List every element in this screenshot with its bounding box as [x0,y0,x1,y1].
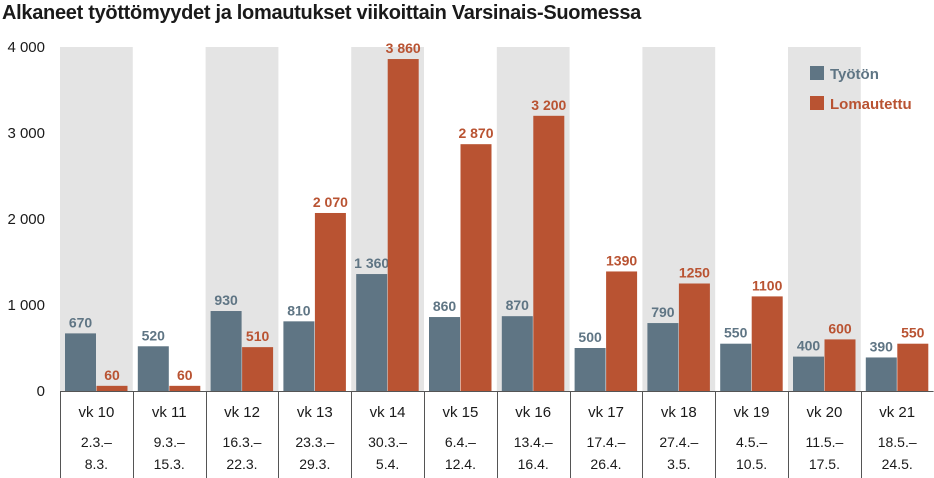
date-range-end: 12.4. [445,456,476,472]
bar-lomautettu [96,385,128,391]
date-range-end: 3.5. [667,456,690,472]
category-label: vk 13 [297,404,333,421]
date-range-start: 18.5.– [878,434,917,450]
bar-lomautettu [460,144,492,391]
value-label-lomautettu: 2 870 [458,125,493,141]
y-tick-label: 0 [37,383,45,400]
value-label-tyoton: 390 [870,338,894,354]
bar-lomautettu [897,343,929,391]
category-label: vk 19 [734,404,770,421]
bar-tyoton [210,311,242,391]
bar-lomautettu [824,339,856,391]
bar-tyoton [793,356,824,391]
value-label-lomautettu: 60 [177,367,193,383]
date-range-start: 6.4.– [445,434,476,450]
value-label-lomautettu: 1250 [679,265,710,281]
date-range-start: 23.3.– [295,434,334,450]
date-range-start: 9.3.– [154,434,185,450]
category-label: vk 21 [879,404,915,421]
legend-swatch [810,66,824,80]
bar-lomautettu [606,271,638,391]
value-label-tyoton: 500 [578,329,602,345]
bar-tyoton [865,357,897,391]
value-label-tyoton: 670 [69,314,93,330]
date-range-start: 17.4.– [587,434,626,450]
value-label-lomautettu: 1100 [752,277,783,293]
date-range-start: 4.5.– [736,434,767,450]
category-label: vk 11 [152,404,187,421]
category-label: vk 10 [78,404,114,421]
bar-lomautettu [387,59,419,391]
bar-tyoton [65,333,96,391]
date-range-start: 2.3.– [81,434,112,450]
date-range-end: 16.4. [518,456,549,472]
value-label-lomautettu: 60 [104,367,120,383]
y-tick-label: 2 000 [7,211,45,228]
date-range-start: 27.4.– [659,434,698,450]
category-label: vk 18 [661,404,697,421]
bar-lomautettu [242,347,274,391]
value-label-tyoton: 400 [797,338,821,354]
category-label: vk 16 [515,404,551,421]
bar-lomautettu [533,115,565,392]
date-range-end: 22.3. [226,456,257,472]
date-range-end: 26.4. [590,456,621,472]
value-label-lomautettu: 1390 [606,252,637,268]
y-tick-label: 3 000 [7,125,45,142]
category-label: vk 15 [442,404,478,421]
value-label-tyoton: 860 [433,298,457,314]
value-label-tyoton: 810 [287,302,311,318]
bar-lomautettu [751,296,783,391]
date-range-end: 17.5. [809,456,840,472]
date-range-end: 24.5. [882,456,913,472]
date-range-start: 13.4.– [514,434,553,450]
bar-lomautettu [169,385,201,391]
date-range-start: 11.5.– [805,434,843,450]
y-tick-label: 4 000 [7,39,45,56]
date-range-start: 30.3.– [368,434,407,450]
y-tick-label: 1 000 [7,297,45,314]
bar-lomautettu [314,212,346,391]
chart-title: Alkaneet työttömyydet ja lomautukset vii… [2,2,642,24]
value-label-lomautettu: 600 [828,320,852,336]
date-range-start: 16.3.– [223,434,262,450]
bar-tyoton [501,316,533,391]
value-label-lomautettu: 550 [901,325,925,341]
date-range-end: 10.5. [736,456,767,472]
value-label-lomautettu: 3 200 [531,97,566,113]
category-label: vk 20 [806,404,842,421]
category-label: vk 14 [370,404,406,421]
date-range-end: 15.3. [154,456,185,472]
value-label-tyoton: 790 [651,304,675,320]
value-label-tyoton: 550 [724,325,748,341]
bar-tyoton [137,346,169,391]
category-label: vk 12 [224,404,260,421]
date-range-end: 8.3. [85,456,108,472]
value-label-tyoton: 520 [142,327,166,343]
legend-label: Lomautettu [830,96,912,113]
bar-tyoton [356,274,388,391]
category-label: vk 17 [588,404,624,421]
bar-tyoton [720,343,752,391]
bar-lomautettu [678,283,710,391]
bar-tyoton [283,321,315,391]
value-label-lomautettu: 510 [246,328,270,344]
date-range-end: 5.4. [376,456,399,472]
value-label-lomautettu: 2 070 [313,194,348,210]
date-range-end: 29.3. [299,456,330,472]
legend-swatch [810,96,824,110]
bar-tyoton [647,323,679,391]
value-label-tyoton: 870 [506,297,530,313]
bar-tyoton [574,348,606,391]
bar-tyoton [429,317,460,391]
value-label-tyoton: 930 [214,292,238,308]
legend-label: Työtön [830,66,879,83]
value-label-tyoton: 1 360 [354,255,389,271]
value-label-lomautettu: 3 860 [386,40,421,56]
background-band [788,47,861,391]
